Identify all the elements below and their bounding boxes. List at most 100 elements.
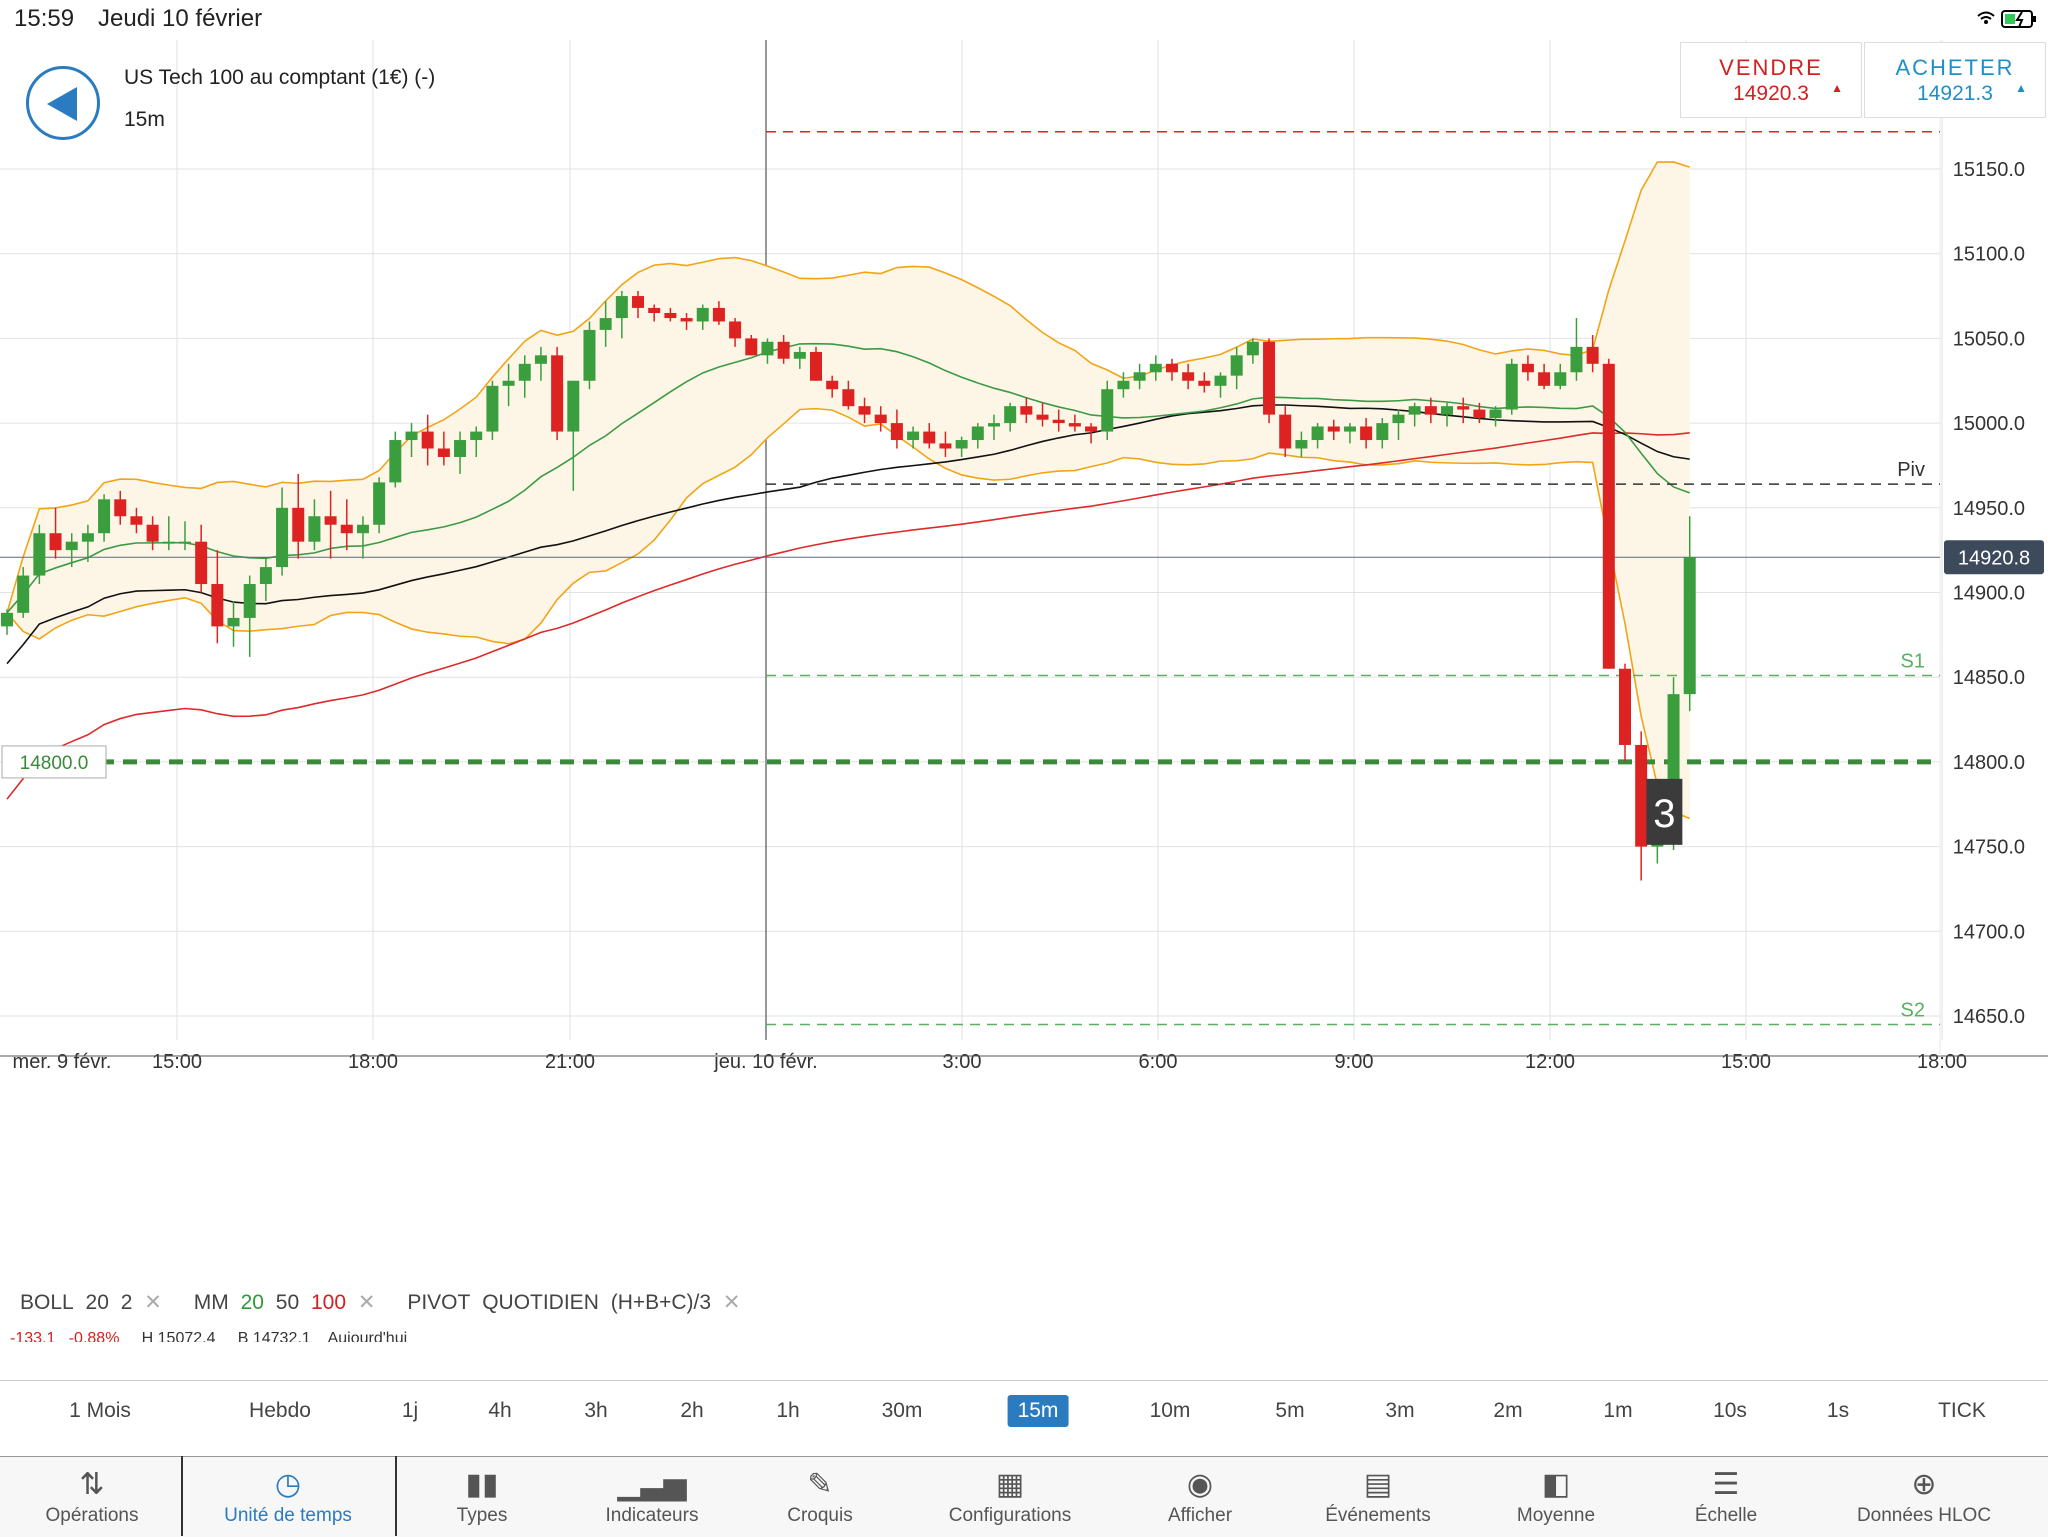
candle-body: [243, 584, 256, 618]
candle-body: [971, 426, 984, 441]
candle-body: [1376, 423, 1389, 441]
candle-body: [1246, 341, 1259, 356]
tab-average[interactable]: ◧ Moyenne: [1476, 1457, 1636, 1537]
tab-label: Configurations: [948, 1505, 1072, 1526]
change-percent: -0.88%: [68, 1330, 120, 1342]
calendar-icon: ▤: [1363, 1468, 1393, 1501]
close-icon[interactable]: ✕: [357, 1291, 376, 1314]
buy-button[interactable]: ACHETER 14921.3 ▲: [1864, 42, 2046, 118]
timeframe-1-mois[interactable]: 1 Mois: [69, 1399, 131, 1422]
divider: [181, 1456, 183, 1536]
tab-pencil[interactable]: ✎ Croquis: [740, 1457, 900, 1537]
candle-body: [1538, 372, 1551, 386]
candle-body: [1489, 409, 1502, 419]
candle-body: [1505, 363, 1518, 410]
x-tick-label: 3:00: [943, 1051, 982, 1073]
price-chart[interactable]: 14650.0 14700.0 14750.0 14800.0 14850.0 14900…: [0, 40, 2048, 1380]
tab-candles[interactable]: ▮▮ Types: [402, 1457, 562, 1537]
indicator-legend: BOLL 20 2 ✕ MM 20 50 100 ✕ PIVOT QUOTIDI…: [20, 1290, 767, 1315]
x-tick-label: 18:00: [348, 1051, 398, 1073]
timeframe-3h[interactable]: 3h: [584, 1399, 608, 1422]
candle-body: [615, 296, 628, 319]
candle-body: [389, 440, 402, 483]
bollinger-band-fill: [7, 161, 1690, 819]
timeframe-30m[interactable]: 30m: [881, 1399, 923, 1422]
candle-body: [1327, 426, 1340, 432]
timeframe-1h[interactable]: 1h: [776, 1399, 800, 1422]
tab-clock[interactable]: ◷ Unité de temps: [208, 1457, 368, 1537]
candle-body: [987, 423, 1000, 427]
y-tick-label: 15150.0: [1953, 159, 2025, 181]
mm-param: 100: [310, 1291, 347, 1314]
candle-body: [65, 541, 78, 551]
candle-body: [1149, 363, 1162, 373]
mm-param: 50: [275, 1291, 300, 1314]
tab-calendar[interactable]: ▤ Événements: [1298, 1457, 1458, 1537]
candle-body: [1360, 426, 1373, 441]
timeframe-hebdo[interactable]: Hebdo: [249, 1399, 311, 1422]
x-tick-label: 21:00: [545, 1051, 595, 1073]
candle-body: [421, 431, 434, 449]
timeframe-10m[interactable]: 10m: [1149, 1399, 1191, 1422]
candle-body: [1198, 380, 1211, 386]
y-tick-label: 14750.0: [1953, 837, 2025, 859]
candle-body: [1020, 406, 1033, 415]
x-tick-label: 15:00: [1721, 1051, 1771, 1073]
timeframe-10s[interactable]: 10s: [1713, 1399, 1747, 1422]
timeframe-1s[interactable]: 1s: [1826, 1399, 1850, 1422]
candle-body: [518, 363, 531, 381]
candle-body: [1441, 406, 1454, 415]
trade-panel: VENDRE 14920.3 ▲ ACHETER 14921.3 ▲: [1680, 42, 2048, 118]
candle-body: [437, 448, 450, 457]
x-tick-label: 15:00: [152, 1051, 202, 1073]
timeframe-15m[interactable]: 15m: [1007, 1395, 1069, 1427]
candle-body: [1392, 414, 1405, 424]
mm-label[interactable]: MM: [193, 1291, 229, 1314]
tab-operations[interactable]: ⇅ Opérations: [12, 1457, 172, 1537]
candle-body: [308, 516, 321, 542]
candle-body: [632, 296, 645, 308]
timeframe-3m[interactable]: 3m: [1385, 1399, 1415, 1422]
candle-body: [1457, 406, 1470, 410]
candle-body: [1230, 355, 1243, 376]
back-button[interactable]: [26, 66, 100, 140]
close-icon[interactable]: ✕: [722, 1291, 741, 1314]
timeframe-2h[interactable]: 2h: [680, 1399, 704, 1422]
candle-body: [761, 341, 774, 356]
tab-crosshair[interactable]: ⊕ Données HLOC: [1844, 1457, 2004, 1537]
timeframe-tick[interactable]: TICK: [1938, 1399, 1986, 1422]
tab-eye[interactable]: ◉ Afficher: [1120, 1457, 1280, 1537]
tab-layout[interactable]: ▦ Configurations: [930, 1457, 1090, 1537]
pivot-label[interactable]: PIVOT: [407, 1291, 471, 1314]
timeframe-1j[interactable]: 1j: [401, 1399, 419, 1422]
close-icon[interactable]: ✕: [144, 1291, 162, 1314]
candle-body: [162, 541, 175, 544]
boll-label[interactable]: BOLL: [20, 1291, 74, 1314]
timeframe-4h[interactable]: 4h: [488, 1399, 512, 1422]
candle-body: [1004, 406, 1017, 424]
timeframe-1m[interactable]: 1m: [1603, 1399, 1633, 1422]
tab-scale[interactable]: ☰ Échelle: [1646, 1457, 1806, 1537]
sell-button[interactable]: VENDRE 14920.3 ▲: [1680, 42, 1862, 118]
high-value: H 15072.4: [141, 1330, 216, 1342]
timeframe-5m[interactable]: 5m: [1275, 1399, 1305, 1422]
candle-body: [1182, 372, 1195, 381]
candle-body: [874, 414, 887, 424]
current-price-label: 14920.8: [1958, 547, 2030, 569]
candle-body: [211, 584, 224, 627]
candle-body: [227, 617, 240, 627]
candle-body: [1408, 406, 1421, 415]
pivot-param: QUOTIDIEN: [482, 1291, 599, 1314]
candle-body: [923, 431, 936, 444]
candle-body: [551, 355, 564, 432]
candle-body: [1279, 414, 1292, 449]
candle-body: [1635, 744, 1648, 847]
candle-body: [178, 541, 191, 544]
tab-bars[interactable]: ▁▃▅ Indicateurs: [572, 1457, 732, 1537]
candle-body: [842, 389, 855, 407]
y-tick-label: 14700.0: [1953, 921, 2025, 943]
x-tick-label: 9:00: [1335, 1051, 1374, 1073]
timeframe-2m[interactable]: 2m: [1493, 1399, 1523, 1422]
candle-body: [793, 351, 806, 359]
eye-icon: ◉: [1186, 1468, 1214, 1501]
